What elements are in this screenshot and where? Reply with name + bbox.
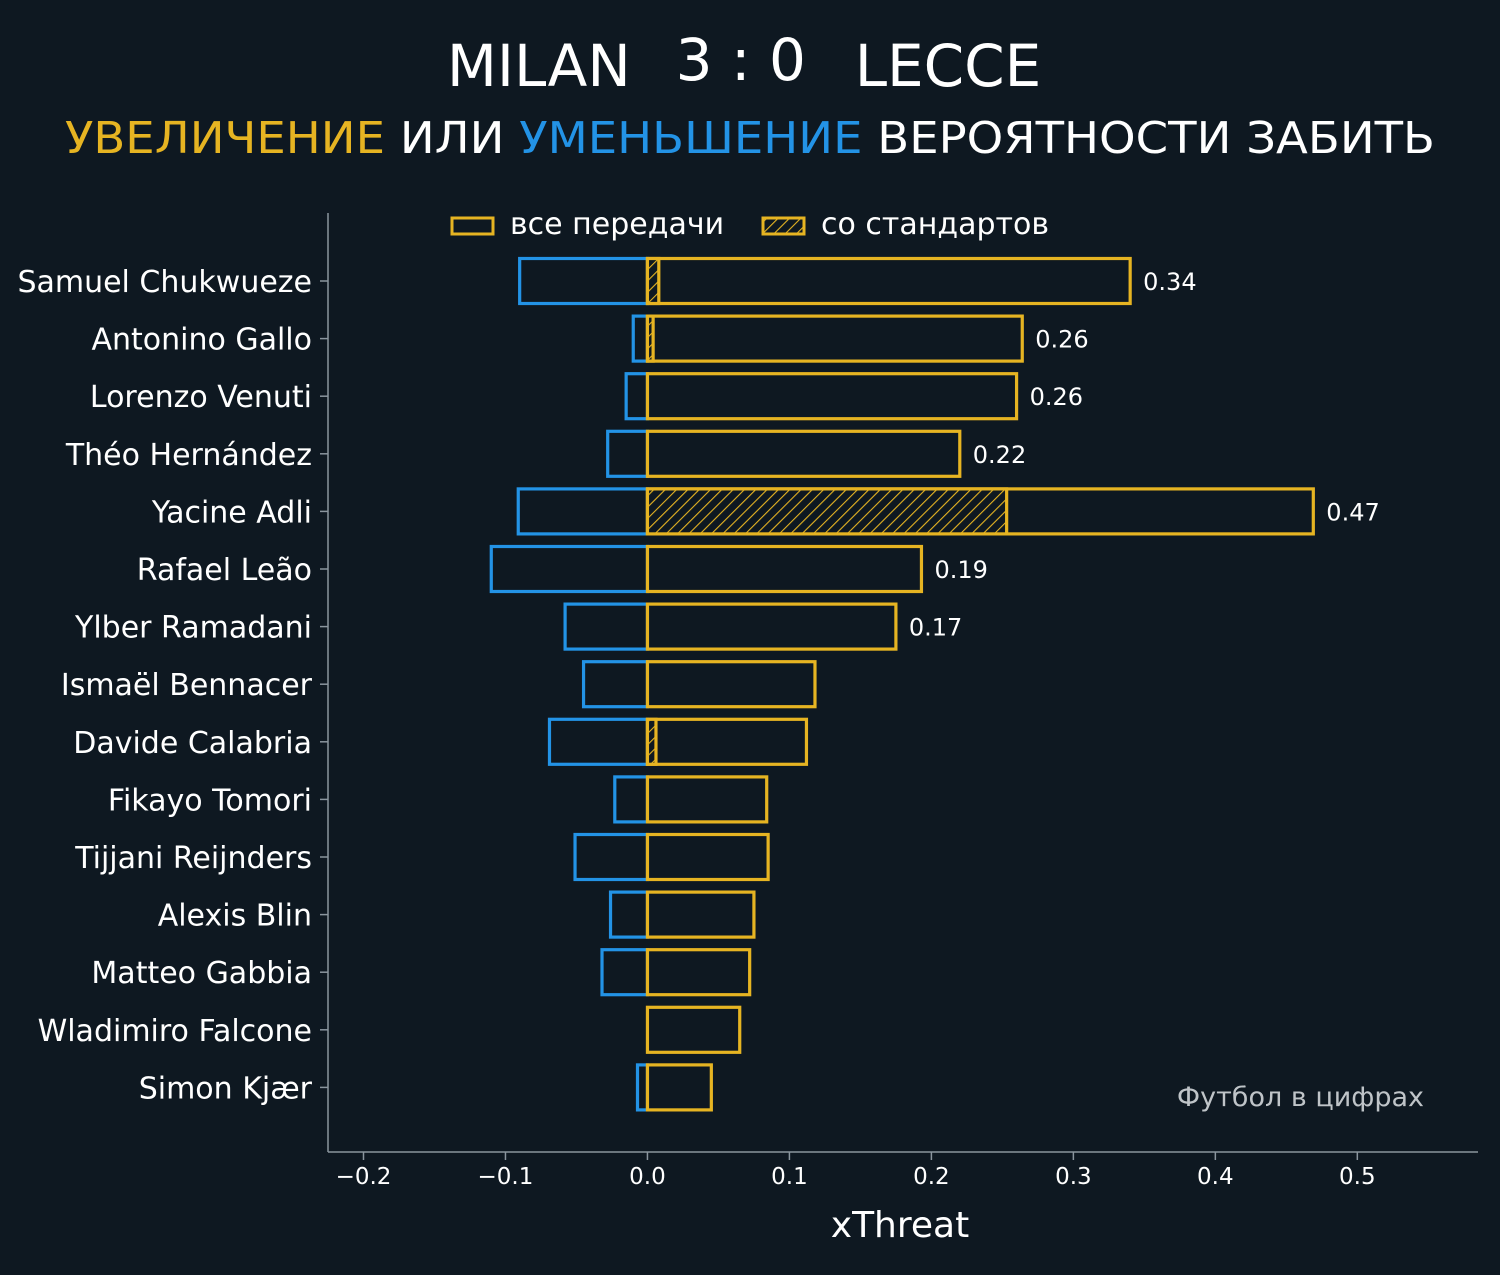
y-tick-label: Davide Calabria: [73, 726, 312, 761]
data-label: 0.34: [1143, 268, 1196, 296]
x-tick-label: −0.2: [336, 1164, 392, 1190]
negative-bar: [631, 314, 650, 363]
x-tick-label: 0.0: [629, 1164, 666, 1190]
negative-bar: [613, 775, 650, 824]
y-tick-label: Fikayo Tomori: [108, 783, 312, 818]
negative-bar: [573, 832, 650, 882]
x-tick-label: −0.1: [478, 1164, 534, 1190]
bars-group: 0.34 0.26 0.26 0.22 0.47 0.19 0.17: [489, 256, 1380, 1112]
positive-bar: [645, 1063, 713, 1112]
match-title: MILAN 3 : 0 LECCE: [447, 26, 1041, 100]
x-tick-label: 0.5: [1339, 1164, 1376, 1190]
data-label: 0.22: [973, 441, 1026, 469]
positive-bar: [645, 372, 1019, 421]
y-tick-label: Alexis Blin: [158, 899, 312, 934]
positive-bar: [645, 948, 752, 997]
negative-bar: [624, 372, 650, 421]
positive-bar: [645, 314, 1024, 363]
set-piece-bar: [645, 256, 661, 306]
set-piece-bar: [645, 487, 1009, 536]
legend-label-all-passes: все передачи: [510, 207, 724, 242]
positive-bar: [645, 832, 770, 882]
y-tick-label: Matteo Gabbia: [91, 956, 312, 991]
set-piece-bar: [645, 314, 655, 363]
y-tick-label: Ylber Ramadani: [74, 611, 312, 646]
negative-bar: [563, 602, 650, 651]
negative-bar: [600, 948, 650, 997]
subtitle-decrease: УМЕНЬШЕНИЕ: [519, 113, 862, 164]
x-tick-label: 0.3: [1055, 1164, 1092, 1190]
away-team: LECCE: [855, 32, 1042, 100]
x-tick-label: 0.4: [1197, 1164, 1234, 1190]
set-piece-bar: [645, 717, 658, 766]
subtitle-increase: УВЕЛИЧЕНИЕ: [65, 113, 385, 164]
positive-bar: [645, 602, 898, 651]
x-ticks: −0.2 −0.1 0.0 0.1 0.2 0.3 0.4 0.5: [336, 1152, 1376, 1190]
y-tick-label: Samuel Chukwueze: [17, 265, 312, 300]
data-label: 0.26: [1035, 326, 1088, 354]
legend-swatch-all-passes: [450, 216, 495, 236]
y-tick-label: Simon Kjær: [139, 1071, 313, 1106]
negative-bar: [608, 890, 650, 939]
negative-bar: [518, 256, 650, 306]
home-team: MILAN: [447, 32, 631, 100]
y-tick-label: Yacine Adli: [151, 495, 312, 530]
negative-bar: [489, 544, 650, 594]
y-tick-label: Rafael Leão: [137, 553, 312, 588]
legend-label-set-pieces: со стандартов: [821, 207, 1049, 242]
data-label: 0.47: [1326, 498, 1379, 526]
x-axis-label: xThreat: [831, 1205, 969, 1246]
y-tick-label: Théo Hernández: [65, 438, 312, 473]
y-tick-label: Lorenzo Venuti: [90, 380, 312, 415]
data-label: 0.17: [909, 614, 962, 642]
negative-bar: [581, 660, 650, 709]
y-tick-label: Ismaël Bennacer: [61, 668, 313, 703]
positive-bar: [645, 544, 924, 594]
positive-bar: [645, 256, 1132, 306]
x-tick-label: 0.2: [913, 1164, 950, 1190]
data-label: 0.19: [934, 556, 987, 584]
subtitle-or: ИЛИ: [385, 113, 519, 164]
positive-bar: [645, 775, 769, 824]
score: 3 : 0: [676, 26, 806, 94]
positive-bar: [645, 717, 809, 766]
positive-bar: [645, 890, 756, 939]
x-tick-label: 0.1: [771, 1164, 808, 1190]
negative-bar: [547, 717, 650, 766]
positive-bar: [645, 1005, 742, 1054]
data-label: 0.26: [1030, 383, 1083, 411]
negative-bar: [606, 429, 650, 478]
y-tick-labels: Samuel Chukwueze Antonino Gallo Lorenzo Ve…: [17, 265, 328, 1106]
y-tick-label: Antonino Gallo: [91, 323, 312, 358]
y-tick-label: Wladimiro Falcone: [38, 1014, 312, 1049]
subtitle: УВЕЛИЧЕНИЕ ИЛИ УМЕНЬШЕНИЕ ВЕРОЯТНОСТИ ЗА…: [65, 113, 1435, 164]
y-tick-label: Tijjani Reijnders: [74, 841, 312, 876]
watermark: Футбол в цифрах: [1177, 1082, 1424, 1113]
legend: все передачи со стандартов: [450, 207, 1049, 242]
negative-bar: [516, 487, 650, 536]
positive-bar: [645, 660, 817, 709]
positive-bar: [645, 429, 962, 478]
subtitle-rest: ВЕРОЯТНОСТИ ЗАБИТЬ: [862, 113, 1435, 164]
legend-swatch-set-pieces: [761, 216, 806, 236]
